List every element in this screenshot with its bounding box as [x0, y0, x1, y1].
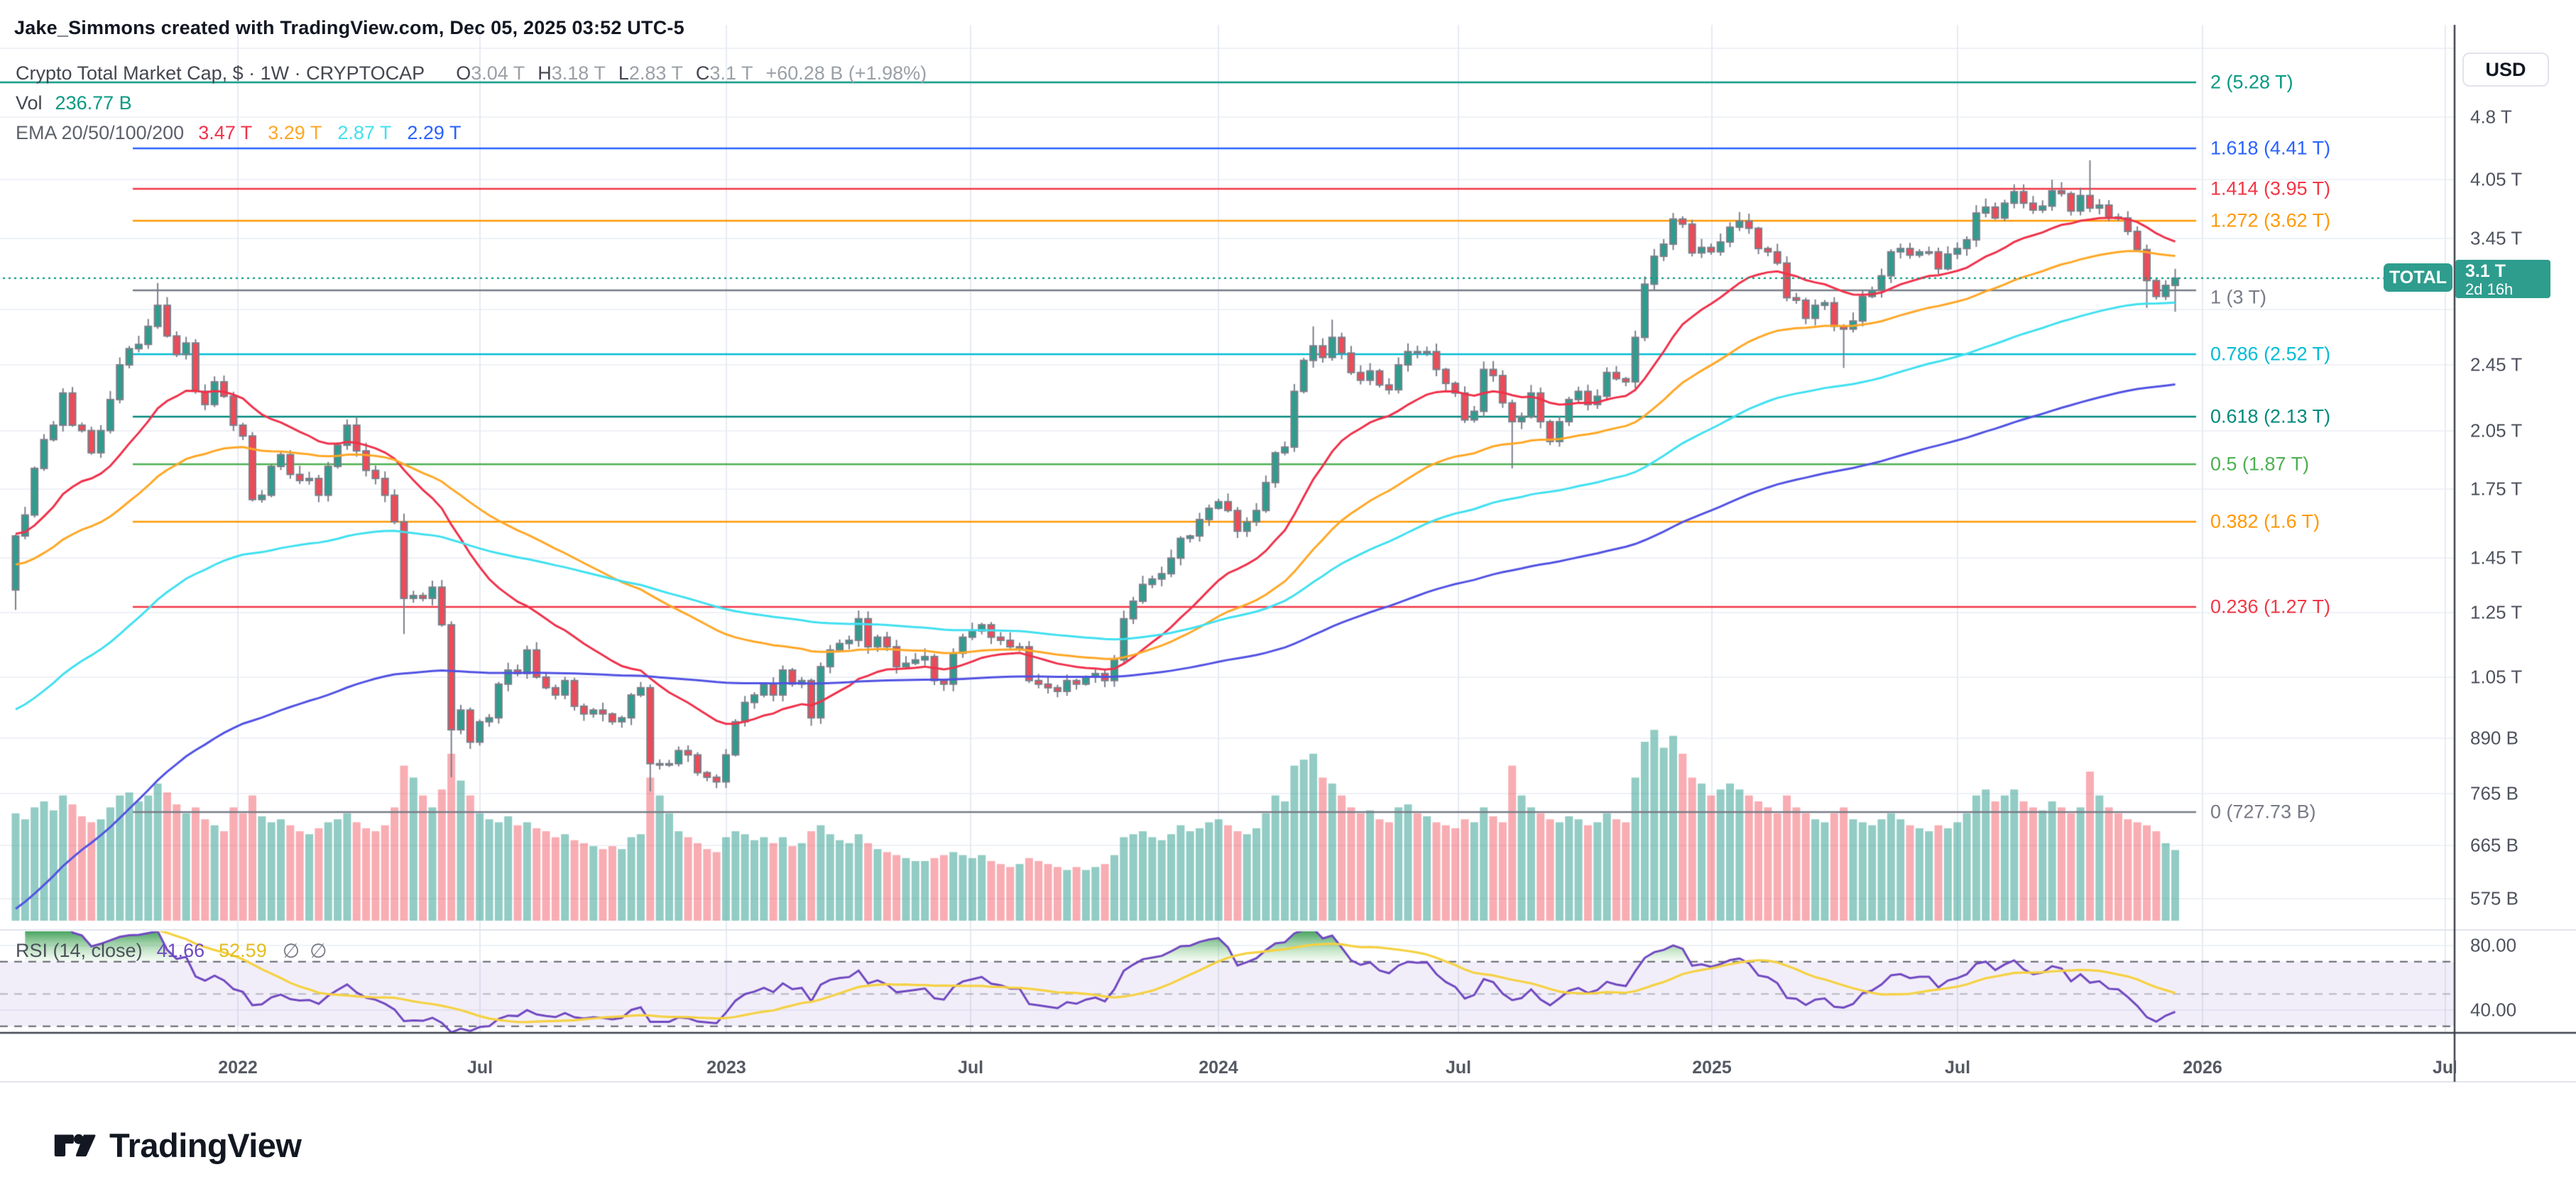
price-scale[interactable]: USD: [2455, 0, 2576, 1082]
legend-row-symbol[interactable]: Crypto Total Market Cap, $ · 1W · CRYPTO…: [16, 62, 927, 84]
fib-level-label: 0.382 (1.6 T): [2210, 510, 2320, 532]
volume-label: Vol: [16, 92, 43, 114]
fib-level-label: 0 (727.73 B): [2210, 801, 2316, 823]
ema20-value: 3.47 T: [198, 121, 253, 143]
rsi-upper-band-empty-icon: ∅: [282, 939, 300, 962]
price-axis-tick: 665 B: [2470, 834, 2518, 856]
legend-row-ema[interactable]: EMA 20/50/100/200 3.47 T 3.29 T 2.87 T 2…: [16, 122, 927, 143]
time-axis-tick: 2026: [2183, 1058, 2222, 1078]
low-prefix: L: [618, 62, 629, 84]
fib-level-label: 1 (3 T): [2210, 286, 2267, 308]
volume-value: 236.77 B: [55, 92, 132, 114]
price-axis-tick: 1.45 T: [2470, 547, 2523, 569]
tradingview-logo[interactable]: TradingView: [53, 1122, 302, 1169]
time-axis-tick: Jul: [1445, 1058, 1472, 1078]
last-price-value: 3.1 T: [2465, 261, 2506, 281]
symbol-title: Crypto Total Market Cap, $ · 1W · CRYPTO…: [16, 62, 425, 84]
rsi-legend[interactable]: RSI (14, close) 41.66 52.59 ∅ ∅: [16, 939, 337, 962]
ema50-value: 3.29 T: [268, 121, 322, 143]
fib-level-label: 0.5 (1.87 T): [2210, 453, 2310, 475]
price-axis-tick: 890 B: [2470, 727, 2518, 749]
bar-countdown: 2d 16h: [2465, 280, 2514, 298]
time-axis-tick: 2022: [218, 1058, 258, 1078]
time-axis-tick: Jul: [2432, 1058, 2456, 1078]
time-axis-tick: 2025: [1692, 1058, 1732, 1078]
tradingview-logo-icon: [53, 1122, 98, 1169]
attribution-text: Jake_Simmons created with TradingView.co…: [14, 17, 684, 38]
open-prefix: O: [456, 62, 471, 84]
price-axis-tick: 4.8 T: [2470, 106, 2512, 128]
rsi-lower-band-empty-icon: ∅: [310, 939, 327, 962]
time-axis-tick: 2024: [1199, 1058, 1238, 1078]
tradingview-logo-text: TradingView: [109, 1127, 302, 1164]
time-axis-tick: Jul: [957, 1058, 984, 1078]
low-value: 2.83 T: [628, 62, 683, 84]
time-axis-tick: 2023: [706, 1058, 746, 1078]
fib-level-label: 1.618 (4.41 T): [2210, 137, 2331, 159]
rsi-axis-tick: 80.00: [2470, 934, 2517, 956]
time-axis-tick: Jul: [466, 1058, 493, 1078]
rsi-ma-value: 52.59: [219, 939, 267, 961]
price-axis-tick: 1.75 T: [2470, 478, 2523, 500]
fib-level-label: 0.236 (1.27 T): [2210, 596, 2331, 618]
price-axis-tick: 1.25 T: [2470, 601, 2523, 623]
currency-button[interactable]: USD: [2462, 53, 2549, 87]
fib-level-label: 1.414 (3.95 T): [2210, 177, 2331, 199]
price-axis-tick: 575 B: [2470, 887, 2518, 909]
ema-label: EMA 20/50/100/200: [16, 121, 185, 143]
fib-level-label: 0.786 (2.52 T): [2210, 343, 2331, 365]
fib-level-label: 0.618 (2.13 T): [2210, 405, 2331, 427]
legend-row-volume[interactable]: Vol 236.77 B: [16, 92, 927, 114]
last-price-badge: 3.1 T 2d 16h: [2455, 260, 2550, 298]
total-badge: TOTAL: [2384, 263, 2452, 292]
open-value: 3.04 T: [471, 62, 525, 84]
change-value: +60.28 B (+1.98%): [765, 62, 927, 84]
price-axis-tick: 2.05 T: [2470, 420, 2523, 442]
high-prefix: H: [537, 62, 552, 84]
rsi-value: 41.66: [156, 939, 205, 961]
ema200-value: 2.29 T: [407, 121, 462, 143]
close-value: 3.1 T: [709, 62, 753, 84]
rsi-label: RSI (14, close): [16, 939, 143, 961]
time-scale[interactable]: 2022 Jul 2023 Jul 2024 Jul 2025 Jul 2026 Jul: [0, 1034, 2456, 1082]
price-axis-tick: 1.05 T: [2470, 666, 2523, 688]
price-axis-tick: 2.45 T: [2470, 354, 2523, 376]
rsi-axis-tick: 40.00: [2470, 999, 2517, 1021]
time-axis-tick: Jul: [1944, 1058, 1971, 1078]
fib-level-label: 1.272 (3.62 T): [2210, 209, 2331, 231]
price-axis-tick: 765 B: [2470, 782, 2518, 804]
chart-legend: Crypto Total Market Cap, $ · 1W · CRYPTO…: [16, 62, 927, 143]
close-prefix: C: [695, 62, 710, 84]
price-axis-tick: 3.45 T: [2470, 227, 2523, 249]
high-value: 3.18 T: [551, 62, 606, 84]
ema100-value: 2.87 T: [337, 121, 392, 143]
price-axis-tick: 4.05 T: [2470, 168, 2523, 190]
fib-level-label: 2 (5.28 T): [2210, 71, 2293, 93]
